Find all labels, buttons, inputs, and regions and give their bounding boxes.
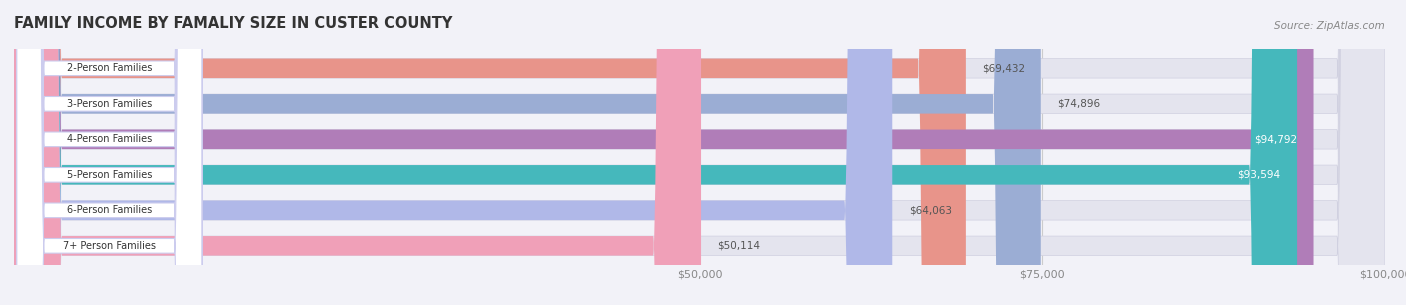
FancyBboxPatch shape	[17, 0, 202, 305]
Text: FAMILY INCOME BY FAMALIY SIZE IN CUSTER COUNTY: FAMILY INCOME BY FAMALIY SIZE IN CUSTER …	[14, 16, 453, 31]
FancyBboxPatch shape	[14, 0, 702, 305]
Text: Source: ZipAtlas.com: Source: ZipAtlas.com	[1274, 21, 1385, 31]
Text: 4-Person Families: 4-Person Families	[66, 134, 152, 144]
FancyBboxPatch shape	[14, 0, 893, 305]
FancyBboxPatch shape	[17, 0, 202, 305]
Text: $93,594: $93,594	[1237, 170, 1281, 180]
FancyBboxPatch shape	[14, 0, 966, 305]
FancyBboxPatch shape	[17, 0, 202, 305]
Text: 2-Person Families: 2-Person Families	[66, 63, 152, 73]
FancyBboxPatch shape	[14, 0, 1385, 305]
FancyBboxPatch shape	[14, 0, 1385, 305]
Text: $50,114: $50,114	[717, 241, 761, 251]
Text: $94,792: $94,792	[1254, 134, 1298, 144]
FancyBboxPatch shape	[17, 0, 202, 305]
Text: $74,896: $74,896	[1057, 99, 1101, 109]
FancyBboxPatch shape	[14, 0, 1385, 305]
Text: 7+ Person Families: 7+ Person Families	[63, 241, 156, 251]
FancyBboxPatch shape	[14, 0, 1385, 305]
FancyBboxPatch shape	[14, 0, 1385, 305]
Text: 6-Person Families: 6-Person Families	[66, 205, 152, 215]
FancyBboxPatch shape	[17, 0, 202, 305]
Text: $69,432: $69,432	[983, 63, 1025, 73]
FancyBboxPatch shape	[17, 0, 202, 305]
Text: 3-Person Families: 3-Person Families	[66, 99, 152, 109]
FancyBboxPatch shape	[14, 0, 1385, 305]
FancyBboxPatch shape	[14, 0, 1313, 305]
FancyBboxPatch shape	[14, 0, 1040, 305]
Text: $64,063: $64,063	[908, 205, 952, 215]
FancyBboxPatch shape	[14, 0, 1298, 305]
Text: 5-Person Families: 5-Person Families	[66, 170, 152, 180]
